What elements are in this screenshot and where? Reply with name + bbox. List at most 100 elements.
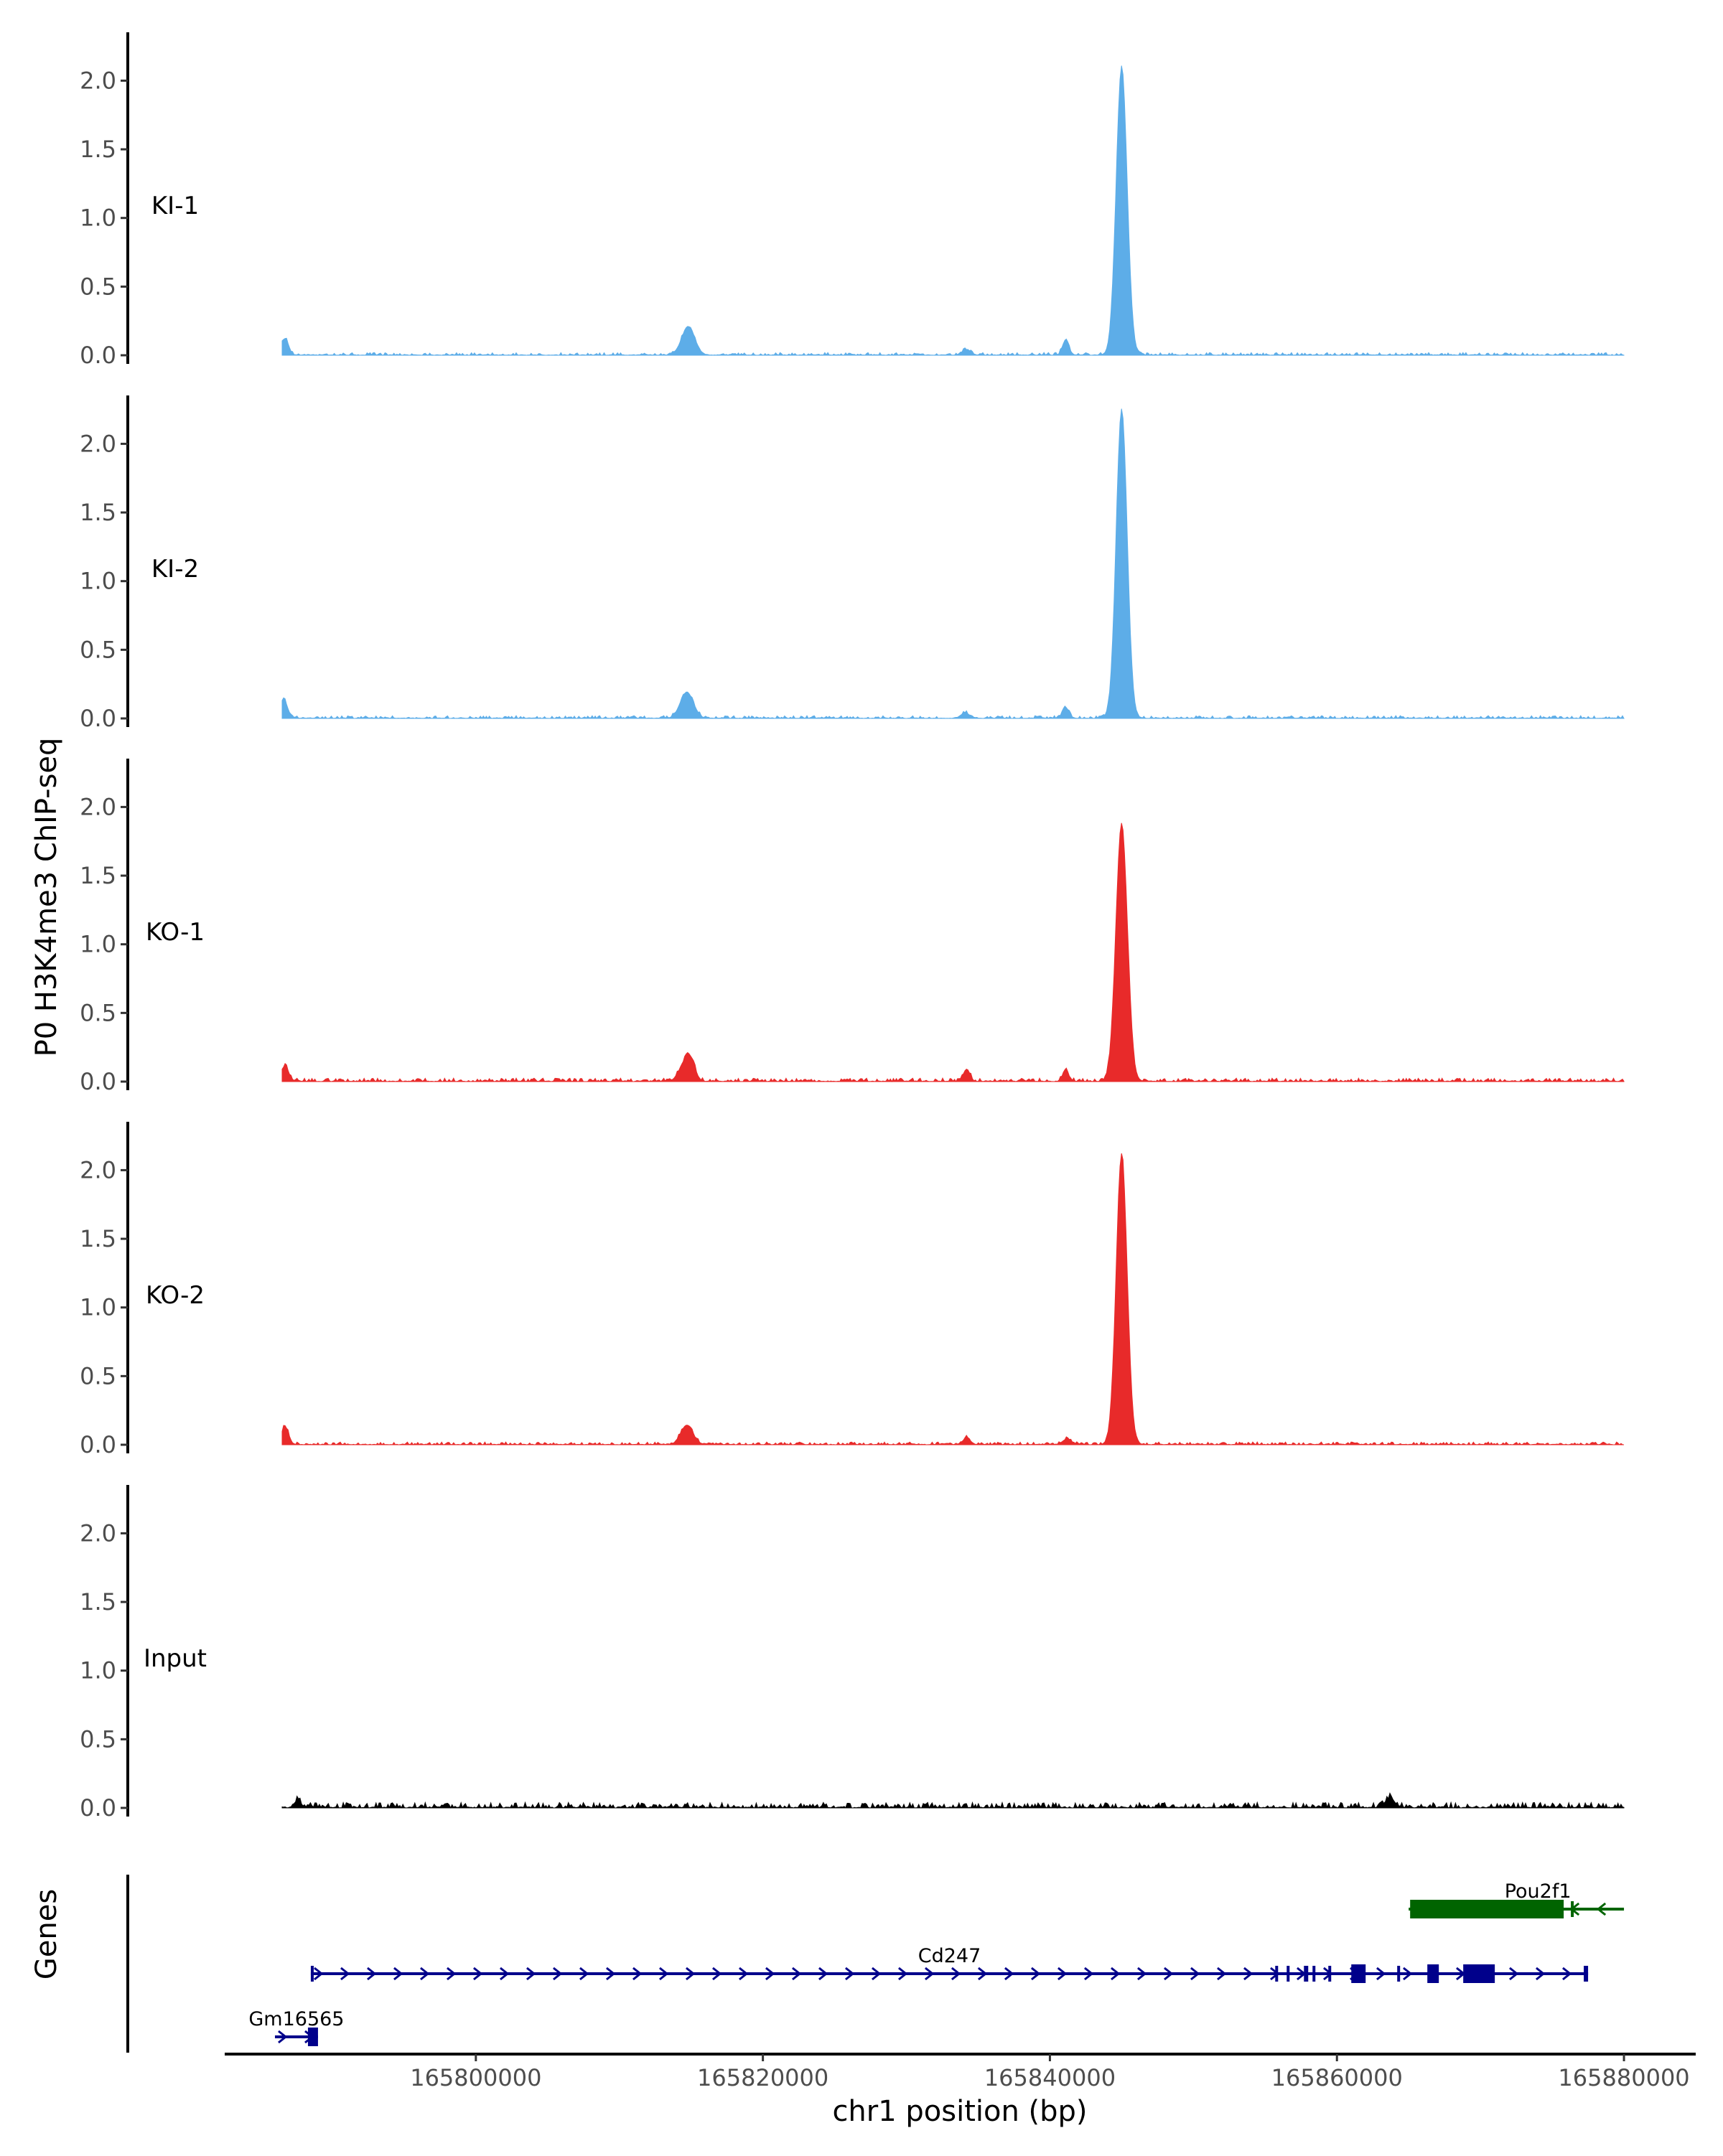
y-tick-label: 1.0 (80, 1294, 116, 1321)
gene-cd247: Cd247 (310, 1945, 1589, 1983)
strand-chevron (1509, 1967, 1519, 1981)
x-tick-label: 165860000 (1271, 2064, 1403, 2091)
strand-chevron (340, 1967, 350, 1981)
track-label: KO-1 (146, 918, 205, 947)
strand-chevron (712, 1967, 722, 1981)
y-tick-label: 1.5 (80, 499, 116, 526)
y-tick-label: 0.5 (80, 1725, 116, 1753)
strand-chevron (1031, 1967, 1041, 1981)
strand-chevron (1596, 1902, 1607, 1916)
y-tick-label: 2.0 (80, 793, 116, 820)
strand-chevron (1243, 1967, 1253, 1981)
genes-layer: Pou2f1 Cd247 Gm16565 (126, 1875, 1625, 2053)
y-tick-label: 1.5 (80, 862, 116, 889)
y-tick-label: 0.5 (80, 273, 116, 300)
gene-name: Cd247 (918, 1945, 981, 1967)
genes-axis-title: Genes (30, 1889, 63, 1979)
strand-chevron (1164, 1967, 1174, 1981)
track-label: Input (144, 1644, 207, 1673)
exon-block (1427, 1964, 1439, 1983)
strand-chevron (978, 1967, 988, 1981)
strand-chevron (765, 1967, 775, 1981)
exon-block (1304, 1966, 1309, 1982)
strand-chevron (1057, 1967, 1068, 1981)
y-tick-label: 2.0 (80, 67, 116, 94)
tracks-layer: 0.00.51.01.52.0KI-10.00.51.01.52.0KI-20.… (80, 32, 1625, 1822)
y-axis-title: P0 H3K4me3 ChIP-seq (30, 738, 63, 1057)
x-tick-label: 165800000 (410, 2064, 541, 2091)
strand-chevron (1190, 1967, 1200, 1981)
strand-chevron (526, 1967, 536, 1981)
strand-chevron (314, 1967, 324, 1981)
strand-chevron (1137, 1967, 1147, 1981)
y-tick-label: 1.5 (80, 136, 116, 163)
gene-name: Pou2f1 (1505, 1880, 1572, 1903)
track-panel-ko-2: 0.0 0.5 1.0 1.5 2.0 KO-2 (80, 1122, 1625, 1458)
y-tick-label: 0.0 (80, 1431, 116, 1458)
strand-chevron (632, 1967, 643, 1981)
signal-area (281, 1153, 1625, 1445)
x-tick-label: 165820000 (697, 2064, 828, 2091)
gene-name: Gm16565 (248, 2008, 344, 2030)
y-tick-label: 0.0 (80, 1068, 116, 1095)
strand-chevron (1376, 1967, 1386, 1981)
y-tick-label: 0.5 (80, 999, 116, 1026)
strand-chevron (845, 1967, 855, 1981)
signal-area (281, 822, 1625, 1082)
strand-chevron (579, 1967, 589, 1981)
strand-chevron (606, 1967, 616, 1981)
strand-chevron (1562, 1967, 1572, 1981)
signal-area (281, 1792, 1625, 1809)
track-panel-ko-1: 0.0 0.5 1.0 1.5 2.0 KO-1 (80, 759, 1625, 1095)
signal-area (281, 65, 1625, 356)
y-tick-label: 1.0 (80, 205, 116, 232)
exon-block (1351, 1964, 1366, 1983)
y-tick-label: 1.5 (80, 1588, 116, 1616)
strand-chevron (1004, 1967, 1014, 1981)
strand-chevron (500, 1967, 510, 1981)
strand-chevron (925, 1967, 935, 1981)
y-tick-label: 1.0 (80, 931, 116, 958)
track-panel-ki-2: 0.0 0.5 1.0 1.5 2.0 KI-2 (80, 395, 1625, 732)
exon-block (1328, 1966, 1332, 1982)
x-axis-title: chr1 position (bp) (832, 2095, 1087, 2128)
strand-chevron (686, 1967, 696, 1981)
strand-chevron (1403, 1967, 1413, 1981)
exon-block (1312, 1966, 1316, 1982)
strand-chevron (1084, 1967, 1094, 1981)
strand-chevron (447, 1967, 457, 1981)
exon-block (1397, 1966, 1401, 1982)
exon-block (1571, 1901, 1574, 1917)
y-tick-label: 0.0 (80, 1794, 116, 1822)
y-tick-label: 1.5 (80, 1225, 116, 1252)
y-tick-label: 0.5 (80, 636, 116, 663)
strand-chevron (659, 1967, 669, 1981)
x-axis: 165800000 165820000 165840000 165860000 1658… (225, 2053, 1696, 2091)
strand-chevron (367, 1967, 377, 1981)
x-tick-label: 165880000 (1558, 2064, 1689, 2091)
strand-chevron (872, 1967, 882, 1981)
strand-chevron (1536, 1967, 1546, 1981)
track-panel-ki-1: 0.0 0.5 1.0 1.5 2.0 KI-1 (80, 32, 1625, 369)
x-tick-label: 165840000 (984, 2064, 1116, 2091)
strand-chevron (278, 2030, 288, 2044)
exon-block (310, 1966, 314, 1982)
strand-chevron (951, 1967, 961, 1981)
exon-block (1275, 1966, 1279, 1982)
strand-chevron (420, 1967, 430, 1981)
track-panel-input: 0.0 0.5 1.0 1.5 2.0 Input (80, 1485, 1625, 1822)
y-tick-label: 1.0 (80, 1657, 116, 1684)
strand-chevron (1217, 1967, 1227, 1981)
strand-chevron (739, 1967, 749, 1981)
strand-chevron (792, 1967, 802, 1981)
y-tick-label: 0.5 (80, 1362, 116, 1389)
strand-chevron (553, 1967, 563, 1981)
exon-block (1584, 1966, 1589, 1982)
strand-chevron (473, 1967, 483, 1981)
y-tick-label: 2.0 (80, 430, 116, 457)
strand-chevron (1111, 1967, 1121, 1981)
signal-area (281, 408, 1625, 719)
track-label: KI-2 (151, 555, 199, 583)
